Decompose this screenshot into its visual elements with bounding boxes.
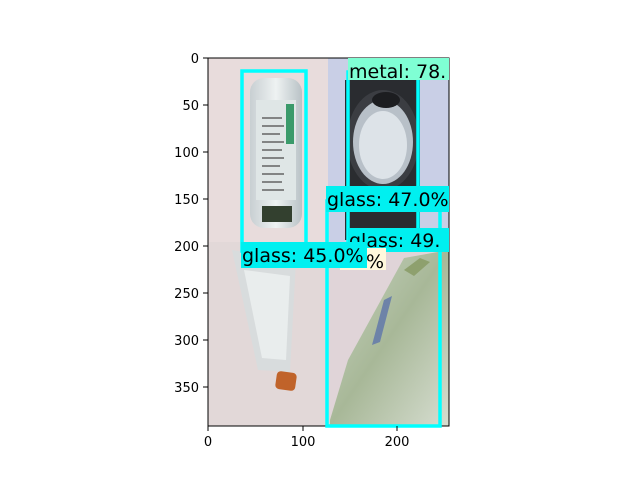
x-axis — [207, 426, 398, 431]
clear-bottle-photo — [250, 78, 302, 228]
photo-composite — [208, 58, 449, 426]
green-glass-photo — [330, 250, 449, 426]
label-bg-glass-45 — [241, 242, 367, 268]
label-bg-glass-47 — [326, 186, 449, 212]
label-metal: metal: 78. — [349, 61, 446, 83]
y-axis — [203, 57, 208, 388]
y-tick-50: 50 — [182, 99, 199, 114]
label-glass-49: glass: 49. — [349, 230, 440, 252]
label-glass-45: glass: 45.0% — [242, 245, 364, 267]
plastic-bottle-photo — [232, 250, 297, 391]
x-tick-0: 0 — [204, 435, 212, 450]
x-tick-100: 100 — [291, 435, 316, 450]
label-bg-metal — [348, 58, 449, 80]
y-tick-250: 250 — [174, 287, 199, 302]
y-tick-100: 100 — [174, 146, 199, 161]
y-tick-350: 350 — [174, 381, 199, 396]
label-glass-47: glass: 47.0% — [327, 189, 449, 211]
y-tick-200: 200 — [174, 240, 199, 255]
label-partial-percent: % — [366, 251, 384, 273]
y-tick-150: 150 — [174, 193, 199, 208]
y-tick-300: 300 — [174, 334, 199, 349]
detection-labels: metal: 78. glass: 47.0% glass: 49. % gla… — [241, 58, 449, 273]
y-tick-0: 0 — [191, 52, 199, 67]
x-tick-200: 200 — [385, 435, 410, 450]
metal-can-photo — [345, 80, 420, 240]
